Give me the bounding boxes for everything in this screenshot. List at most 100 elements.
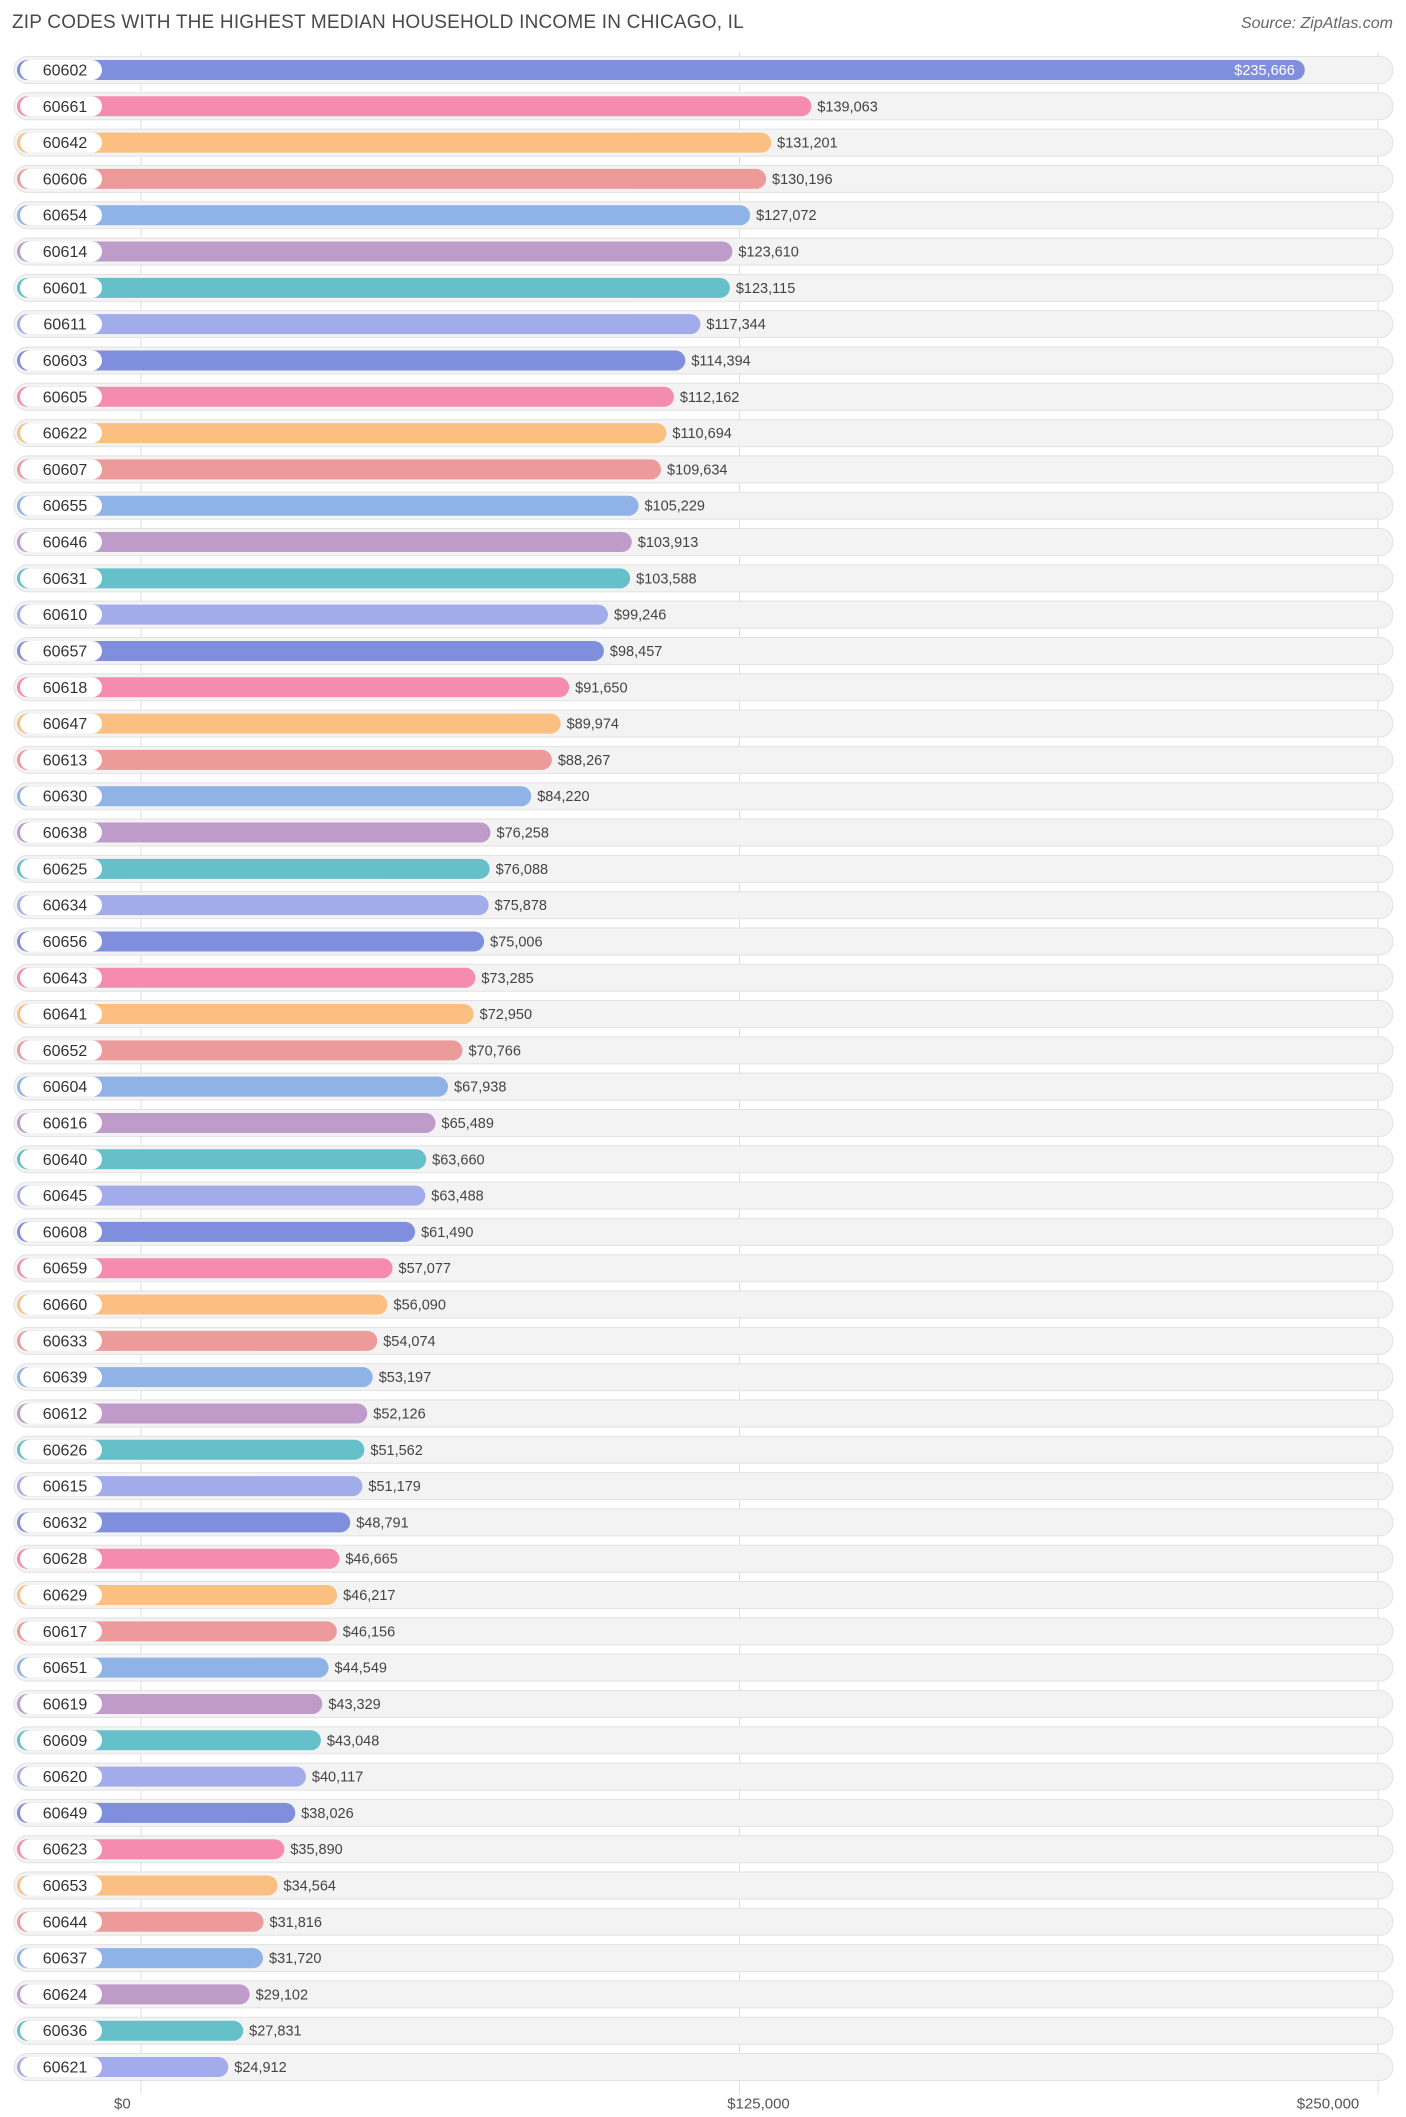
category-label-pill [20, 2020, 102, 2041]
category-label-pill [20, 677, 102, 698]
bar-row: 60656 $75,006 [13, 927, 1394, 956]
category-label: 60629 [43, 1588, 88, 1605]
category-label: 60614 [43, 244, 88, 261]
category-label-pill [20, 132, 102, 153]
x-tick-label: $125,000 [727, 2096, 790, 2113]
category-label: 60628 [43, 1551, 88, 1568]
category-label: 60649 [43, 1805, 88, 1822]
category-label: 60631 [43, 571, 88, 588]
bar [17, 1185, 426, 1206]
bar [17, 1258, 393, 1279]
value-label: $76,088 [496, 862, 548, 878]
category-label-pill [20, 1948, 102, 1969]
category-label-pill [20, 314, 102, 335]
category-label-pill [20, 1766, 102, 1787]
value-label: $98,457 [610, 644, 662, 660]
category-label-pill [20, 1548, 102, 1569]
x-axis: $0 $125,000 $250,000 [114, 2096, 1359, 2113]
value-label: $63,488 [431, 1189, 483, 1205]
value-label: $34,564 [284, 1879, 336, 1895]
category-label: 60638 [43, 825, 88, 842]
bar-track [13, 1508, 1394, 1537]
category-label: 60661 [43, 99, 88, 116]
category-label: 60619 [43, 1696, 88, 1713]
bar [17, 604, 608, 625]
bar-row: 60609 $43,048 [13, 1726, 1394, 1755]
bar-row: 60615 $51,179 [13, 1472, 1394, 1501]
category-label-pill [20, 604, 102, 625]
value-label: $63,660 [432, 1152, 484, 1168]
category-label: 60611 [43, 317, 86, 334]
value-label: $88,267 [558, 753, 610, 769]
bar-track [13, 1980, 1394, 2009]
category-label-pill [20, 1149, 102, 1170]
value-label: $40,117 [312, 1770, 363, 1786]
category-label-pill [20, 931, 102, 952]
bar [17, 1330, 378, 1351]
bar [17, 1221, 416, 1242]
category-label: 60621 [43, 2060, 88, 2077]
bar-row: 60637 $31,720 [13, 1944, 1394, 1973]
bar-row: 60620 $40,117 [13, 1762, 1394, 1791]
category-label: 60626 [43, 1442, 88, 1459]
category-label-pill [20, 1693, 102, 1714]
bar-track [13, 1871, 1394, 1900]
bar-row: 60616 $65,489 [13, 1108, 1394, 1137]
chart-title: ZIP CODES WITH THE HIGHEST MEDIAN HOUSEH… [12, 12, 744, 33]
category-label: 60636 [43, 2023, 88, 2040]
bar-row: 60610 $99,246 [13, 600, 1394, 629]
value-label: $112,162 [680, 390, 739, 406]
bar-row: 60636 $27,831 [13, 2016, 1394, 2045]
value-label: $72,950 [480, 1007, 532, 1023]
category-label: 60616 [43, 1115, 88, 1132]
value-label: $38,026 [301, 1806, 353, 1822]
category-label: 60647 [43, 716, 88, 733]
value-label: $44,549 [335, 1661, 387, 1677]
bar [17, 1439, 365, 1460]
category-label-pill [20, 786, 102, 807]
bar [17, 858, 490, 879]
bar-row: 60608 $61,490 [13, 1217, 1394, 1246]
value-label: $89,974 [567, 717, 619, 733]
bar [17, 1367, 373, 1388]
bar-track [13, 1944, 1394, 1973]
bar [17, 241, 733, 262]
category-label-pill [20, 205, 102, 226]
bar [17, 277, 730, 298]
bar [17, 640, 604, 661]
value-label: $75,878 [495, 898, 547, 914]
category-label-pill [20, 495, 102, 516]
category-label: 60602 [43, 63, 88, 80]
bar-row: 60655 $105,229 [13, 491, 1394, 520]
category-label: 60655 [43, 498, 88, 515]
category-label-pill [20, 1875, 102, 1896]
category-label: 60603 [43, 353, 88, 370]
bar-row: 60607 $109,634 [13, 455, 1394, 484]
bar-row: 60621 $24,912 [13, 2053, 1394, 2082]
value-label: $117,344 [706, 317, 765, 333]
bar-row: 60632 $48,791 [13, 1508, 1394, 1537]
bar-track [13, 1798, 1394, 1827]
value-label: $130,196 [772, 172, 832, 188]
value-label: $46,217 [343, 1588, 395, 1604]
category-label-pill [20, 713, 102, 734]
bar-track [13, 1835, 1394, 1864]
bar-track [13, 1581, 1394, 1610]
bar-row: 60647 $89,974 [13, 709, 1394, 738]
bar-track [13, 1726, 1394, 1755]
x-tick-label: $0 [114, 2096, 131, 2113]
bar [17, 423, 667, 444]
bar-row: 60660 $56,090 [13, 1290, 1394, 1319]
bar-row: 60657 $98,457 [13, 636, 1394, 665]
bar [17, 60, 1305, 80]
category-label: 60607 [43, 462, 88, 479]
bar [17, 568, 631, 589]
value-label: $91,650 [575, 680, 627, 696]
bar-row: 60601 $123,115 [13, 273, 1394, 302]
category-label: 60612 [43, 1406, 88, 1423]
bar-row: 60626 $51,562 [13, 1435, 1394, 1464]
bar-row: 60653 $34,564 [13, 1871, 1394, 1900]
bar-row: 60604 $67,938 [13, 1072, 1394, 1101]
value-label: $31,816 [270, 1915, 322, 1931]
bar [17, 1476, 363, 1497]
